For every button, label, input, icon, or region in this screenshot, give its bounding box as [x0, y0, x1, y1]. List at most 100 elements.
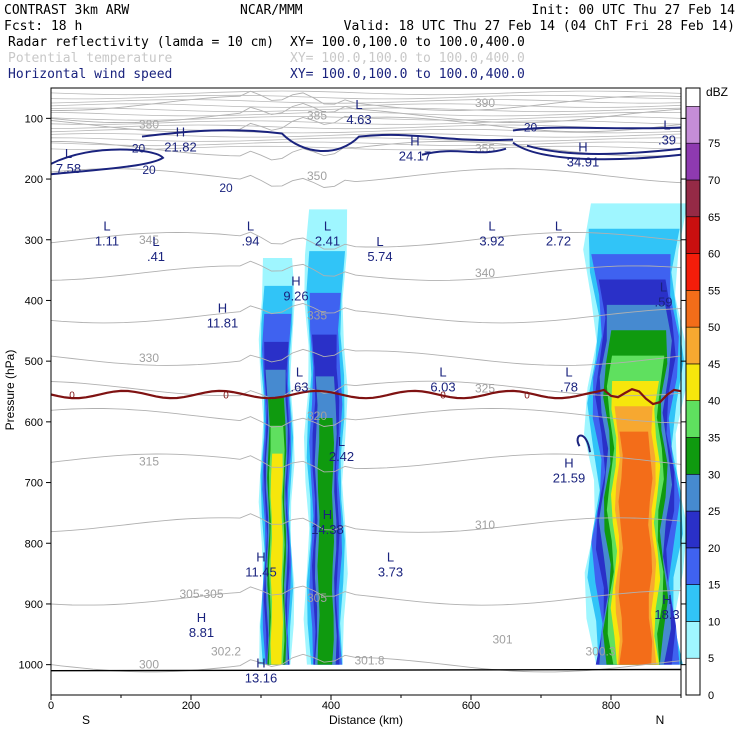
reflectivity-band-30-dbz	[317, 418, 335, 665]
x-tick-label: 400	[322, 700, 340, 712]
theta-stratosphere-line	[50, 128, 682, 134]
extremum-low-marker: L	[324, 219, 331, 234]
theta-contour-300	[50, 653, 682, 673]
extremum-low-marker: L	[555, 219, 562, 234]
extremum-low-marker: L	[338, 434, 345, 449]
y-tick-label: 300	[25, 235, 43, 247]
colorbar-swatch-25	[685, 473, 701, 512]
extremum-value: 11.45	[245, 564, 277, 579]
theta-contour-label: 330	[139, 351, 159, 365]
freezing-level-label: 0	[524, 391, 530, 402]
colorbar-level-label: 35	[708, 432, 720, 444]
wind-contour-label: 20	[142, 163, 156, 177]
freezing-level-line	[50, 388, 682, 406]
theta-contour-label: 320	[307, 409, 327, 423]
colorbar-swatch-15	[685, 547, 701, 585]
wind-speed-contour	[526, 144, 682, 155]
colorbar-swatch-65	[685, 179, 701, 218]
theta-annotation: 301.8	[354, 654, 384, 668]
extremum-value: .94	[241, 234, 259, 249]
forecast-hour: Fcst: 18 h	[4, 19, 82, 34]
extremum-low-marker: L	[439, 364, 446, 379]
extremum-high-marker: H	[662, 592, 671, 607]
reflectivity-fill	[258, 203, 688, 665]
extremum-value: 5.74	[367, 249, 392, 264]
colorbar-swatch-70	[685, 142, 701, 181]
x-end-right: N	[656, 713, 665, 727]
field-name-wind: Horizontal wind speed	[8, 67, 172, 82]
valid-time: Valid: 18 UTC Thu 27 Feb 14 (04 ChT Fri …	[344, 19, 735, 34]
theta-stratosphere-line	[50, 99, 682, 104]
extremum-value: 21.59	[553, 470, 586, 485]
extremum-high-marker: H	[256, 549, 265, 564]
wind-speed-contour	[512, 126, 682, 132]
theta-contour-345	[50, 231, 682, 250]
colorbar-level-label: 30	[708, 469, 720, 481]
extremum-low-marker: L	[65, 146, 72, 161]
theta-contour-label: 345	[139, 233, 159, 247]
extremum-high-marker: H	[197, 610, 206, 625]
wind-speed-contour	[576, 434, 591, 453]
extremum-low-marker: L	[387, 549, 394, 564]
colorbar-level-label: 65	[708, 212, 720, 224]
extremum-value: .39	[658, 132, 676, 147]
extremum-low-marker: L	[152, 234, 159, 249]
theta-contour-335	[50, 303, 682, 324]
extremum-high-marker: H	[218, 301, 227, 316]
extremum-value: 3.92	[479, 234, 504, 249]
theta-stratosphere-line	[50, 107, 682, 113]
extremum-value: 2.72	[546, 234, 571, 249]
wind-speed-contour	[141, 129, 514, 152]
extremum-high-marker: H	[256, 656, 265, 671]
reflectivity-band-40-dbz	[270, 453, 283, 665]
theta-stratosphere-line	[50, 103, 682, 108]
plot-area: 3003053103153203253303353403453503553803…	[50, 87, 688, 696]
y-tick-label: 900	[25, 599, 43, 611]
wind-contour-label: 20	[132, 142, 146, 156]
y-axis-label: Pressure (hPa)	[3, 350, 17, 431]
extremum-low-marker: L	[103, 219, 110, 234]
wind-contour-label: 20	[219, 181, 233, 195]
theta-contour-330	[50, 348, 682, 366]
extremum-value: 2.41	[315, 234, 340, 249]
extremum-low-marker: L	[247, 219, 254, 234]
colorbar-level-label: 5	[708, 653, 714, 665]
extremum-low-marker: L	[376, 234, 383, 249]
init-time: Init: 00 UTC Thu 27 Feb 14	[532, 3, 736, 18]
extremum-value: 1.11	[95, 234, 119, 249]
field-name-theta: Potential temperature	[8, 51, 173, 66]
x-tick-label: 600	[462, 700, 480, 712]
theta-stratosphere-line	[50, 137, 682, 142]
theta-stratosphere-line	[50, 111, 682, 117]
theta-contour-380	[50, 115, 682, 133]
x-tick-label: 200	[182, 700, 200, 712]
surface-line	[50, 668, 682, 672]
extremum-value: 3.73	[378, 564, 403, 579]
extremum-value: 13.16	[245, 671, 278, 686]
colorbar-swatch-45	[685, 326, 701, 365]
colorbar-swatch-50	[685, 290, 701, 328]
extremum-value: 24.17	[399, 149, 432, 164]
extremum-value: 4.63	[346, 112, 371, 127]
colorbar-level-label: 25	[708, 506, 720, 518]
colorbar-level-label: 20	[708, 543, 720, 555]
colorbar-level-label: 70	[708, 175, 720, 187]
colorbar-level-label: 40	[708, 396, 720, 408]
colorbar-swatch-55	[685, 253, 701, 291]
theta-contour-305	[50, 585, 682, 606]
theta-contour-label: 310	[475, 518, 495, 532]
extremum-low-marker: L	[663, 117, 670, 132]
theta-contour-310	[50, 513, 682, 533]
freezing-level-label: 0	[69, 391, 75, 402]
extremum-value: 2.42	[329, 449, 354, 464]
extremum-value: .63	[290, 379, 308, 394]
wind-speed-contour	[512, 141, 682, 161]
colorbar-swatch-60	[685, 216, 701, 254]
y-tick-label: 500	[25, 356, 43, 368]
theta-stratosphere-line	[50, 141, 682, 147]
colorbar-unit: dBZ	[706, 85, 728, 99]
colorbar-level-label: 10	[708, 616, 720, 628]
theta-contour-label: 380	[139, 117, 159, 131]
extremum-low-marker: L	[660, 279, 667, 294]
